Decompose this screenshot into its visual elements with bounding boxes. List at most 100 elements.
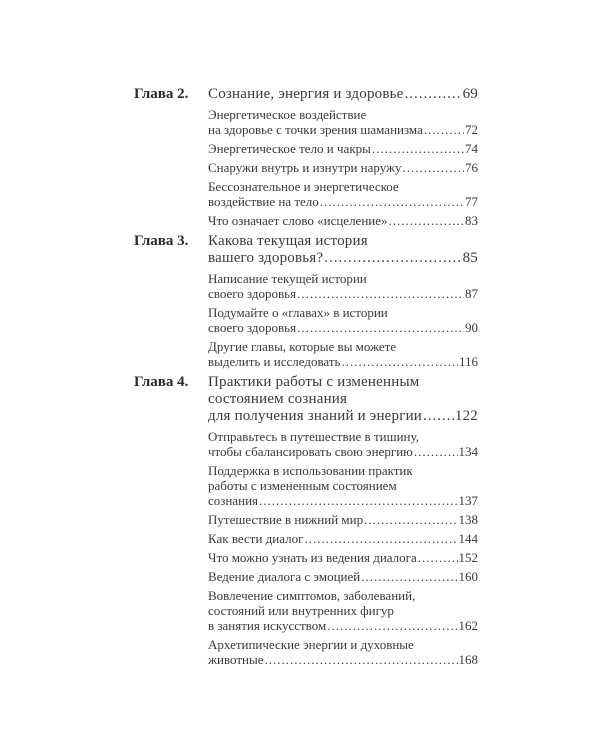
- toc-entry: Энергетическое воздействие на здоровье с …: [208, 107, 478, 137]
- chapter-title: Практики работы с измененным состоянием с…: [208, 374, 478, 425]
- toc-entry: Что можно узнать из ведения диалога 152: [208, 550, 478, 565]
- dot-leader: [418, 550, 458, 565]
- entry-last-line: животные 168: [208, 652, 478, 667]
- entry-last-line: Что можно узнать из ведения диалога 152: [208, 550, 478, 565]
- page-number: 77: [465, 194, 478, 209]
- entry-line: Вовлечение симптомов, заболеваний,: [208, 588, 416, 603]
- chapter-label: Глава 3.: [134, 233, 189, 249]
- entry-text: сознания: [208, 493, 259, 508]
- dot-leader: [304, 531, 457, 546]
- entry-text: Ведение диалога с эмоцией: [208, 569, 361, 584]
- table-of-contents: Глава 2. Сознание, энергия и здоровье 69 Эн…: [134, 86, 478, 667]
- page-number: 74: [465, 141, 478, 156]
- toc-entry: Снаружи внутрь и изнутри наружу 76: [208, 160, 478, 175]
- entry-text: чтобы сбалансировать свою энергию: [208, 444, 413, 459]
- toc-entry: Вовлечение симптомов, заболеваний, состоя…: [208, 588, 478, 633]
- entry-text: своего здоровья: [208, 286, 297, 301]
- entry-line: Практики работы с измененным: [208, 374, 420, 390]
- entry-last-line: на здоровье с точки зрения шаманизма 72: [208, 122, 478, 137]
- page-number: 137: [458, 493, 479, 508]
- entry-line: состоянием сознания: [208, 391, 348, 407]
- entry-text: вашего здоровья?: [208, 250, 324, 266]
- dot-leader: [327, 618, 457, 633]
- chapter-entries: Практики работы с измененным состоянием с…: [208, 374, 478, 667]
- entry-last-line: для получения знаний и энергии 122: [208, 408, 478, 425]
- page-number: 160: [458, 569, 479, 584]
- dot-leader: [424, 122, 464, 137]
- entry-text: на здоровье с точки зрения шаманизма: [208, 122, 423, 137]
- toc-entry: Отправьтесь в путешествие в тишину, чтобы…: [208, 429, 478, 459]
- entry-last-line: Снаружи внутрь и изнутри наружу 76: [208, 160, 478, 175]
- page-number: 162: [458, 618, 479, 633]
- entry-text: Что означает слово «исцеление»: [208, 213, 388, 228]
- page-number: 152: [458, 550, 479, 565]
- entry-last-line: своего здоровья 87: [208, 286, 478, 301]
- dot-leader: [324, 250, 461, 267]
- entry-text: своего здоровья: [208, 320, 297, 335]
- entry-line: Другие главы, которые вы можете: [208, 339, 397, 354]
- entry-text: животные: [208, 652, 264, 667]
- toc-entry: Другие главы, которые вы можете выделить …: [208, 339, 478, 369]
- page-number: 83: [465, 213, 478, 228]
- dot-leader: [259, 493, 457, 508]
- entry-line: Подумайте о «главах» в истории: [208, 305, 388, 320]
- entry-last-line: своего здоровья 90: [208, 320, 478, 335]
- entry-text: для получения знаний и энергии: [208, 408, 423, 424]
- entry-text: Сознание, энергия и здоровье: [208, 86, 404, 102]
- entry-text: Что можно узнать из ведения диалога: [208, 550, 417, 565]
- dot-leader: [297, 286, 464, 301]
- dot-leader: [414, 444, 458, 459]
- page-number: 144: [458, 531, 479, 546]
- page-number: 90: [465, 320, 478, 335]
- page-number: 116: [458, 354, 478, 369]
- dot-leader: [405, 86, 462, 103]
- entry-line: Поддержка в использовании практик: [208, 463, 413, 478]
- dot-leader: [389, 213, 464, 228]
- dot-leader: [297, 320, 464, 335]
- page-number: 72: [465, 122, 478, 137]
- chapter-label: Глава 2.: [134, 86, 189, 102]
- entry-line: работы с измененным состоянием: [208, 478, 397, 493]
- entry-line: Энергетическое воздействие: [208, 107, 367, 122]
- dot-leader: [320, 194, 464, 209]
- entry-last-line: чтобы сбалансировать свою энергию 134: [208, 444, 478, 459]
- entry-last-line: в занятия искусством 162: [208, 618, 478, 633]
- entry-last-line: Сознание, энергия и здоровье 69: [208, 86, 478, 103]
- entry-last-line: Как вести диалог 144: [208, 531, 478, 546]
- entry-last-line: воздействие на тело 77: [208, 194, 478, 209]
- dot-leader: [423, 408, 454, 425]
- entry-line: Бессознательное и энергетическое: [208, 179, 399, 194]
- toc-entry: Архетипические энергии и духовные животны…: [208, 637, 478, 667]
- entry-text: Снаружи внутрь и изнутри наружу: [208, 160, 402, 175]
- entry-line: состояний или внутренних фигур: [208, 603, 394, 618]
- dot-leader: [364, 512, 457, 527]
- toc-entry: Что означает слово «исцеление» 83: [208, 213, 478, 228]
- entry-last-line: вашего здоровья? 85: [208, 250, 478, 267]
- toc-entry: Поддержка в использовании практик работы …: [208, 463, 478, 508]
- chapter-2: Глава 2. Сознание, энергия и здоровье 69 Эн…: [134, 86, 478, 228]
- page-number: 76: [465, 160, 478, 175]
- entry-text: в занятия искусством: [208, 618, 327, 633]
- chapter-3: Глава 3. Какова текущая история вашего здо…: [134, 233, 478, 369]
- toc-entry: Ведение диалога с эмоцией 160: [208, 569, 478, 584]
- toc-entry: Энергетическое тело и чакры 74: [208, 141, 478, 156]
- entry-line: Архетипические энергии и духовные: [208, 637, 414, 652]
- entry-last-line: сознания 137: [208, 493, 478, 508]
- entry-line: Написание текущей истории: [208, 271, 367, 286]
- entry-last-line: Путешествие в нижний мир 138: [208, 512, 478, 527]
- entry-text: Энергетическое тело и чакры: [208, 141, 371, 156]
- toc-entry: Путешествие в нижний мир 138: [208, 512, 478, 527]
- dot-leader: [372, 141, 464, 156]
- page-number: 138: [458, 512, 479, 527]
- entry-line: Отправьтесь в путешествие в тишину,: [208, 429, 419, 444]
- dot-leader: [264, 652, 457, 667]
- toc-entry: Написание текущей истории своего здоровья…: [208, 271, 478, 301]
- page-number: 168: [458, 652, 479, 667]
- page-number: 122: [454, 408, 478, 424]
- chapter-label: Глава 4.: [134, 374, 189, 390]
- page-number: 85: [462, 250, 478, 266]
- chapter-entries: Сознание, энергия и здоровье 69 Энергетиче…: [208, 86, 478, 228]
- entry-last-line: Ведение диалога с эмоцией 160: [208, 569, 478, 584]
